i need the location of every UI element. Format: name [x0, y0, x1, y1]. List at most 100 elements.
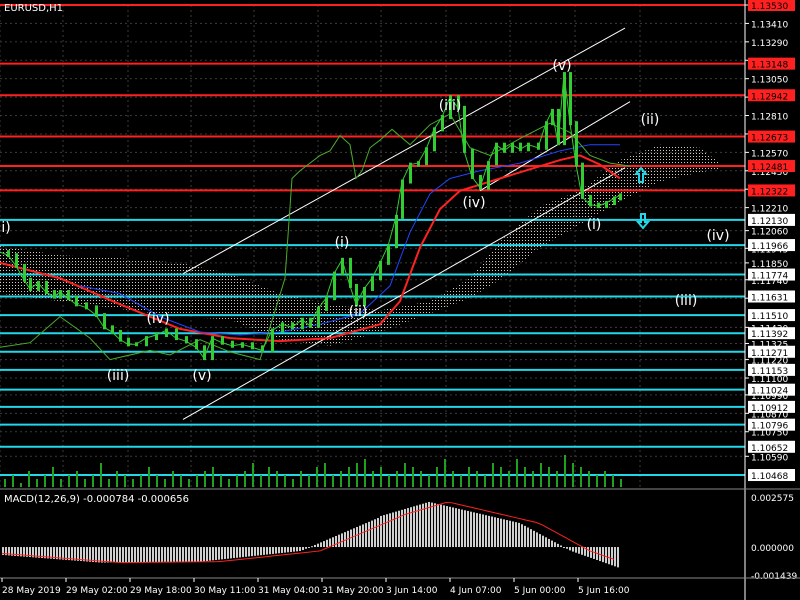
- price-candle: [251, 342, 254, 350]
- macd-histogram-bar: [71, 547, 73, 561]
- resistance-label-bg: [748, 0, 795, 11]
- macd-histogram-bar: [197, 547, 199, 562]
- volume-bar: [116, 471, 118, 487]
- macd-histogram-bar: [515, 522, 517, 548]
- wave-label: (iii): [107, 368, 130, 384]
- volume-bar: [292, 479, 294, 487]
- price-candle: [301, 317, 304, 330]
- macd-histogram-bar: [89, 547, 91, 562]
- moving-average-blue: [79, 144, 620, 336]
- price-candle: [165, 328, 168, 338]
- time-tick-label: 29 May 18:00: [130, 586, 192, 596]
- price-candle: [575, 121, 578, 167]
- resistance-label: 1.12673: [751, 134, 788, 144]
- macd-histogram-bar: [584, 547, 586, 556]
- volume-bar: [92, 475, 94, 487]
- macd-histogram-bar: [389, 513, 391, 548]
- support-label-bg: [748, 213, 795, 226]
- macd-histogram-bar: [320, 542, 322, 548]
- macd-histogram-bar: [350, 529, 352, 548]
- macd-histogram-bar: [284, 547, 286, 553]
- price-candle: [581, 162, 584, 199]
- macd-histogram-bar: [413, 506, 415, 548]
- price-candle: [185, 336, 188, 344]
- volume-bar: [244, 471, 246, 487]
- time-tick-label: 29 May 02:00: [66, 586, 128, 596]
- support-label-bg: [748, 345, 795, 358]
- wave-label: (iii): [439, 98, 462, 114]
- macd-histogram-bar: [494, 517, 496, 548]
- price-tick-label: 1.10750: [751, 429, 788, 439]
- volume-bar: [20, 483, 22, 487]
- macd-title: MACD(12,26,9) -0.000784 -0.000656: [4, 494, 189, 505]
- macd-histogram-bar: [152, 547, 154, 563]
- macd-histogram-bar: [101, 547, 103, 563]
- volume-bar: [492, 463, 494, 487]
- macd-histogram-bar: [338, 534, 340, 548]
- macd-histogram-bar: [365, 523, 367, 548]
- price-candle: [457, 95, 460, 110]
- price-candle: [29, 277, 32, 291]
- macd-histogram-bar: [236, 547, 238, 558]
- sell-arrow: [635, 213, 651, 230]
- volume-bar: [68, 475, 70, 487]
- macd-histogram-bar: [8, 547, 10, 556]
- macd-histogram-bar: [608, 547, 610, 565]
- macd-histogram-bar: [482, 514, 484, 548]
- macd-histogram-bar: [446, 506, 448, 548]
- time-tick-label: 30 May 11:00: [194, 586, 256, 596]
- volume-bar: [148, 467, 150, 487]
- macd-tick-label: -0.001439: [751, 572, 797, 582]
- price-candle: [487, 161, 490, 190]
- price-candle: [309, 317, 312, 328]
- macd-histogram-bar: [419, 504, 421, 548]
- volume-bar: [212, 467, 214, 487]
- price-candle: [349, 257, 352, 288]
- macd-histogram-bar: [218, 547, 220, 560]
- support-label-bg: [748, 363, 795, 376]
- volume-bar: [44, 475, 46, 487]
- support-label: 1.11392: [751, 330, 788, 340]
- time-tick-label: 31 May 20:00: [322, 586, 384, 596]
- macd-histogram-bar: [344, 532, 346, 548]
- macd-histogram-bar: [209, 547, 211, 561]
- price-candle: [355, 283, 358, 307]
- volume-bar: [468, 467, 470, 487]
- price-candle: [511, 142, 514, 153]
- macd-histogram-bar: [38, 547, 40, 558]
- price-candle: [59, 290, 62, 299]
- macd-histogram-bar: [518, 522, 520, 548]
- macd-histogram-bar: [605, 547, 607, 564]
- volume-bar: [284, 475, 286, 487]
- macd-histogram-bar: [575, 547, 577, 553]
- macd-histogram-bar: [323, 541, 325, 548]
- macd-histogram-bar: [563, 547, 565, 549]
- price-candle: [317, 306, 320, 328]
- macd-histogram-bar: [26, 547, 28, 557]
- macd-histogram-bar: [212, 547, 214, 561]
- macd-histogram-bar: [329, 538, 331, 548]
- resistance-label: 1.12942: [751, 92, 788, 102]
- macd-histogram-bar: [122, 547, 124, 563]
- price-candle: [103, 313, 106, 330]
- price-candle: [231, 340, 234, 348]
- price-candle: [7, 250, 10, 258]
- volume-bar: [36, 479, 38, 487]
- macd-histogram-bar: [368, 521, 370, 548]
- macd-histogram-bar: [578, 547, 580, 554]
- macd-histogram-bar: [461, 509, 463, 548]
- macd-histogram-bar: [551, 540, 553, 548]
- price-candle: [37, 280, 40, 291]
- macd-histogram-bar: [14, 547, 16, 556]
- wave-label: (iii): [675, 293, 698, 309]
- price-candle: [75, 296, 78, 307]
- volume-bar: [316, 467, 318, 487]
- price-candle: [551, 108, 554, 126]
- macd-histogram-bar: [161, 547, 163, 562]
- macd-histogram-bar: [593, 547, 595, 559]
- macd-histogram-bar: [44, 547, 46, 559]
- price-candle: [613, 196, 616, 206]
- macd-tick-label: 0.002575: [751, 494, 794, 504]
- volume-bar: [572, 463, 574, 487]
- price-tick-label: 1.12060: [751, 228, 788, 238]
